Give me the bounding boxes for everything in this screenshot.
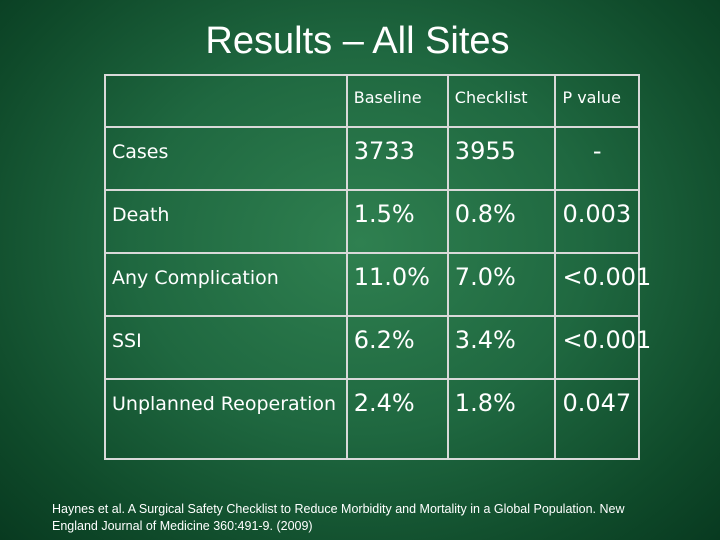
cell-checklist: 3.4% <box>446 315 557 380</box>
table-row: Unplanned Reoperation 2.4% 1.8% 0.047 <box>104 378 640 460</box>
cell-baseline: 11.0% <box>345 252 449 317</box>
cell-p-value: 0.047 <box>554 378 640 460</box>
table-row: SSI 6.2% 3.4% <0.001 <box>104 315 651 380</box>
row-label-ssi: SSI <box>104 315 348 380</box>
citation-text: Haynes et al. A Surgical Safety Checklis… <box>52 502 625 533</box>
cell-p-value: <0.001 <box>554 252 651 317</box>
slide-title: Results – All Sites <box>205 20 510 62</box>
cell-p-value: 0.003 <box>554 189 640 254</box>
cell-baseline: 1.5% <box>345 189 449 254</box>
header-p-value: P value <box>554 74 640 128</box>
row-label-cases: Cases <box>104 126 348 191</box>
row-label-unplanned-reoperation: Unplanned Reoperation <box>104 378 348 460</box>
table-row: Cases 3733 3955 - <box>104 126 640 191</box>
results-table: Baseline Checklist P value Cases 3733 39… <box>104 74 651 460</box>
table-row: Death 1.5% 0.8% 0.003 <box>104 189 640 254</box>
cell-p-value: <0.001 <box>554 315 651 380</box>
cell-checklist: 7.0% <box>446 252 557 317</box>
row-label-death: Death <box>104 189 348 254</box>
header-empty <box>104 74 348 128</box>
cell-p-value: - <box>554 126 640 191</box>
cell-baseline: 3733 <box>345 126 449 191</box>
cell-baseline: 6.2% <box>345 315 449 380</box>
header-checklist: Checklist <box>446 74 557 128</box>
cell-baseline: 2.4% <box>345 378 449 460</box>
row-label-any-complication: Any Complication <box>104 252 348 317</box>
cell-checklist: 1.8% <box>446 378 557 460</box>
header-baseline: Baseline <box>345 74 449 128</box>
table-row: Any Complication 11.0% 7.0% <0.001 <box>104 252 651 317</box>
cell-checklist: 0.8% <box>446 189 557 254</box>
cell-checklist: 3955 <box>446 126 557 191</box>
table-header-row: Baseline Checklist P value <box>104 74 640 128</box>
